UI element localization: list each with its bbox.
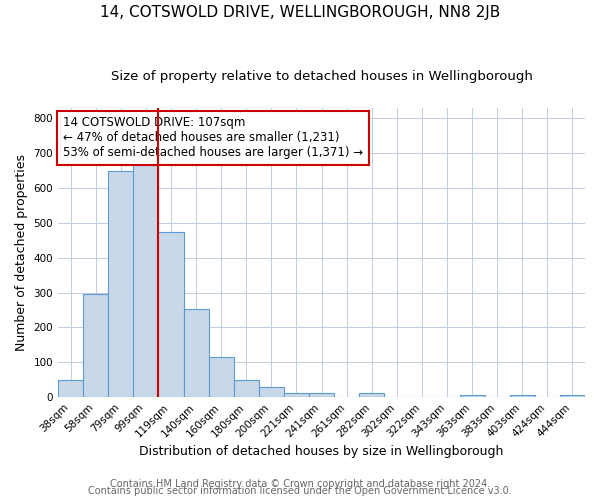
Bar [510, 396, 535, 397]
Bar [233, 380, 259, 397]
Bar [58, 380, 83, 397]
Bar [209, 357, 233, 397]
X-axis label: Distribution of detached houses by size in Wellingborough: Distribution of detached houses by size … [139, 444, 504, 458]
Bar [133, 166, 158, 397]
Title: Size of property relative to detached houses in Wellingborough: Size of property relative to detached ho… [110, 70, 532, 83]
Text: Contains HM Land Registry data © Crown copyright and database right 2024.: Contains HM Land Registry data © Crown c… [110, 479, 490, 489]
Bar [259, 388, 284, 397]
Bar [184, 310, 209, 397]
Bar [83, 294, 108, 397]
Bar [108, 170, 133, 397]
Bar [284, 392, 309, 397]
Text: 14, COTSWOLD DRIVE, WELLINGBOROUGH, NN8 2JB: 14, COTSWOLD DRIVE, WELLINGBOROUGH, NN8 … [100, 5, 500, 20]
Bar [359, 392, 384, 397]
Text: 14 COTSWOLD DRIVE: 107sqm
← 47% of detached houses are smaller (1,231)
53% of se: 14 COTSWOLD DRIVE: 107sqm ← 47% of detac… [64, 116, 364, 160]
Bar [560, 396, 585, 397]
Bar [158, 232, 184, 397]
Bar [309, 392, 334, 397]
Y-axis label: Number of detached properties: Number of detached properties [15, 154, 28, 351]
Text: Contains public sector information licensed under the Open Government Licence v3: Contains public sector information licen… [88, 486, 512, 496]
Bar [460, 396, 485, 397]
